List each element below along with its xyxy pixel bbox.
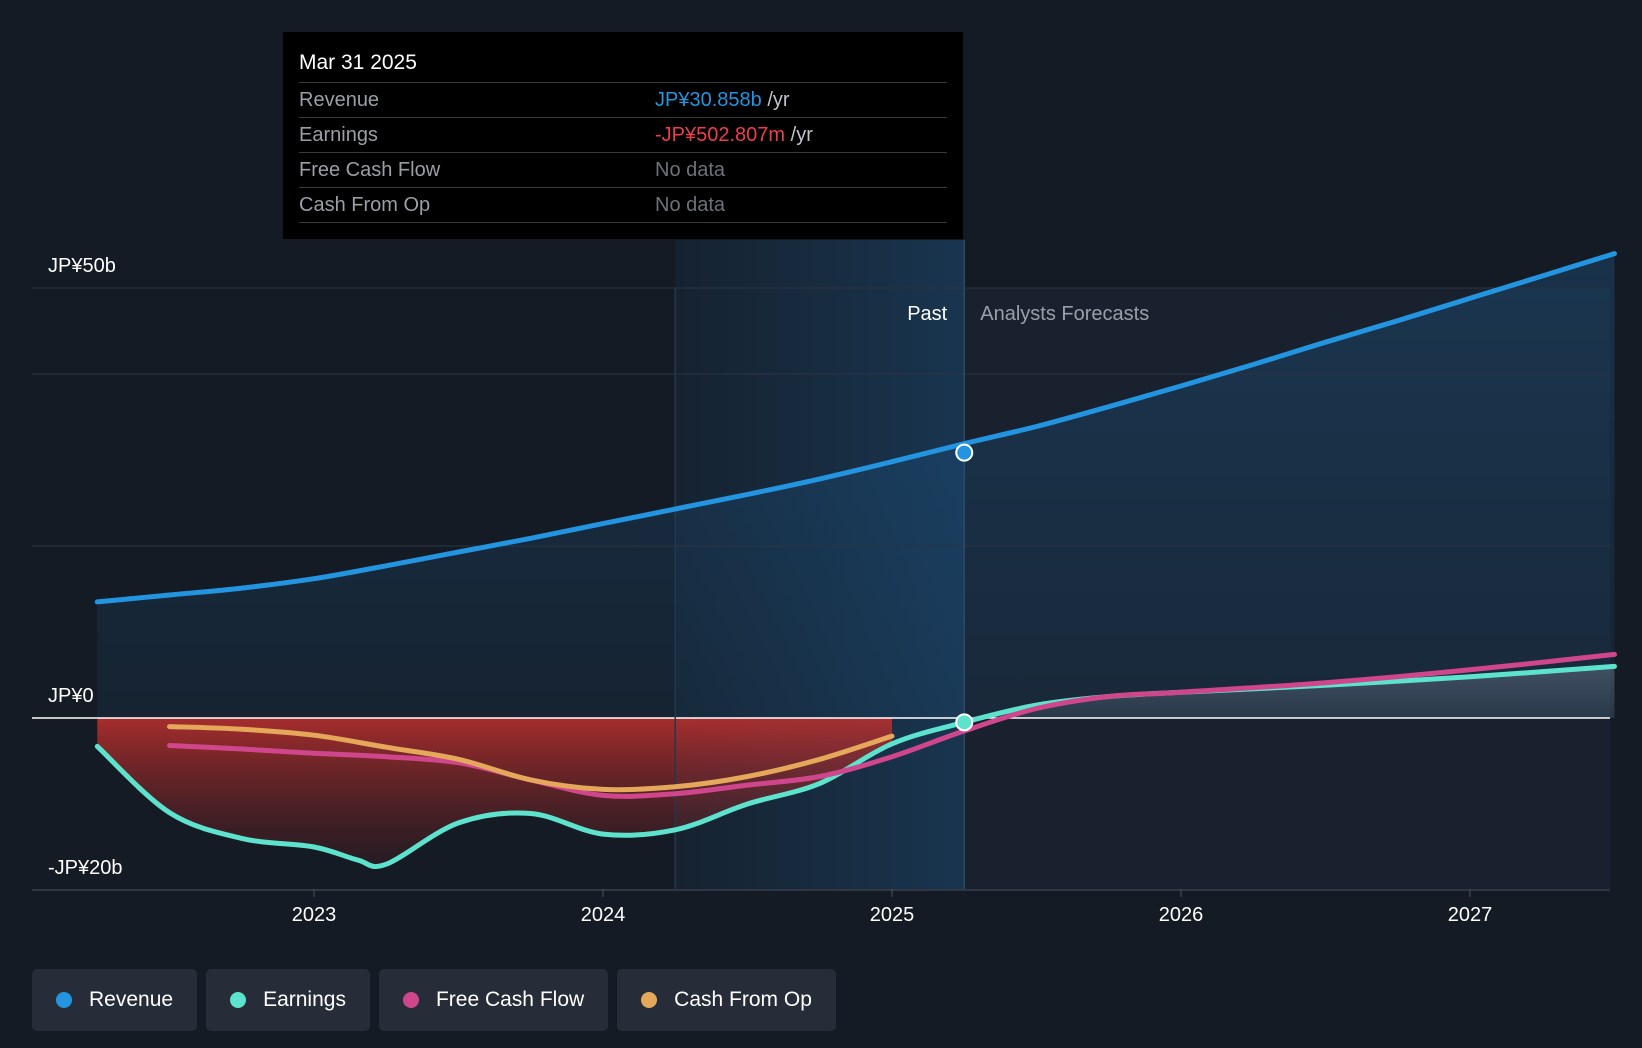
tooltip-value: JP¥30.858b — [655, 89, 762, 111]
tooltip-value: No data — [655, 159, 726, 181]
earnings-negative-area — [97, 718, 892, 867]
tooltip-date: Mar 31 2025 — [299, 51, 417, 74]
tooltip-unit: /yr — [790, 124, 813, 146]
free-cash-flow-dot-icon — [402, 992, 419, 1008]
x-axis-labels: 2023 2024 2025 2026 2027 — [292, 889, 1493, 926]
x-axis-label: 2024 — [581, 904, 626, 926]
legend-label: Cash From Op — [674, 988, 812, 1011]
gridlines — [32, 287, 1610, 891]
x-axis-label: 2025 — [870, 904, 915, 926]
tooltip-label: Revenue — [299, 89, 380, 111]
tooltip-row-cash-from-op: Cash From Op No data — [299, 187, 947, 223]
y-axis-label: JP¥50b — [48, 255, 116, 277]
past-label: Past — [907, 303, 947, 325]
cash-from-op-line — [167, 724, 895, 793]
x-axis-label: 2026 — [1159, 904, 1204, 926]
x-axis-label: 2027 — [1448, 904, 1493, 926]
tooltip-row-earnings: Earnings -JP¥502.807m /yr — [299, 117, 947, 152]
tooltip-unit: /yr — [767, 89, 790, 111]
forecast-label: Analysts Forecasts — [980, 303, 1149, 325]
earnings-dot-icon — [230, 992, 247, 1008]
legend-label: Earnings — [263, 988, 346, 1011]
series-lines — [94, 251, 1617, 870]
tooltip-row-revenue: Revenue JP¥30.858b /yr — [299, 82, 947, 117]
legend-item-cash-from-op[interactable]: Cash From Op — [617, 969, 836, 1031]
tooltip-row-free-cash-flow: Free Cash Flow No data — [299, 152, 947, 187]
tooltip-label: Free Cash Flow — [299, 159, 441, 181]
cash-from-op-dot-icon — [641, 992, 658, 1008]
earnings-highlight-point — [955, 713, 974, 732]
y-axis-labels: JP¥50b JP¥0 -JP¥20b — [48, 255, 123, 879]
y-axis-label: JP¥0 — [48, 685, 94, 707]
legend: Revenue Earnings Free Cash Flow Cash Fro… — [32, 969, 836, 1031]
highlight-points — [955, 443, 974, 732]
revenue-area — [97, 253, 1615, 718]
legend-item-free-cash-flow[interactable]: Free Cash Flow — [378, 969, 609, 1031]
tooltip-label: Cash From Op — [299, 194, 431, 216]
tooltip-value: No data — [655, 194, 726, 216]
legend-item-earnings[interactable]: Earnings — [206, 969, 370, 1031]
free-cash-flow-line — [167, 651, 1617, 799]
legend-item-revenue[interactable]: Revenue — [32, 969, 198, 1031]
tooltip: Mar 31 2025 Revenue JP¥30.858b /yr Earni… — [283, 32, 963, 239]
legend-label: Revenue — [89, 988, 174, 1011]
legend-label: Free Cash Flow — [435, 988, 585, 1011]
tooltip-value: -JP¥502.807m — [655, 124, 786, 146]
tooltip-label: Earnings — [299, 124, 378, 146]
revenue-dot-icon — [56, 992, 72, 1008]
x-axis-label: 2023 — [292, 904, 337, 926]
revenue-highlight-point — [955, 443, 974, 462]
revenue-line — [94, 251, 1617, 605]
y-axis-label: -JP¥20b — [48, 857, 123, 879]
